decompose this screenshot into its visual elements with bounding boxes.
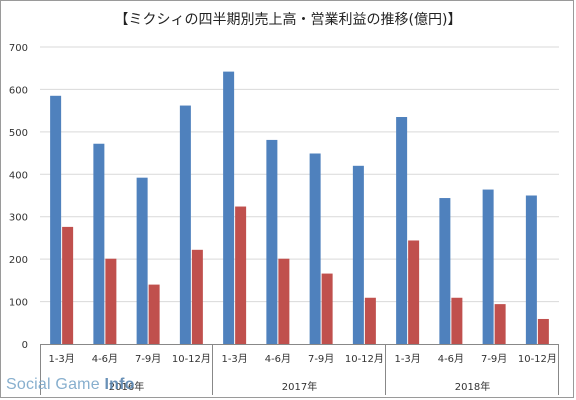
bar — [537, 318, 549, 344]
bar — [451, 297, 463, 344]
bar — [321, 273, 333, 344]
bar — [136, 177, 148, 344]
watermark-suffix: Info — [104, 376, 135, 393]
x-tick-label: 10-12月 — [518, 353, 557, 365]
x-tick-label: 10-12月 — [345, 353, 384, 365]
x-tick-label: 4-6月 — [92, 353, 118, 365]
x-tick-label: 7-9月 — [135, 353, 161, 365]
bar — [62, 226, 74, 344]
bar — [352, 165, 364, 344]
bar — [235, 206, 247, 344]
chart-title: 【ミクシィの四半期別売上高・営業利益の推移(億円)】 — [114, 12, 462, 28]
x-tick-label: 1-3月 — [221, 353, 247, 365]
bar — [309, 153, 321, 344]
group-label: 2018年 — [455, 380, 490, 393]
y-tick-label: 600 — [9, 85, 28, 96]
x-tick-label: 10-12月 — [172, 353, 211, 365]
x-tick-label: 1-3月 — [394, 353, 420, 365]
group-label: 2016年 — [109, 380, 144, 393]
bar — [364, 297, 376, 344]
bar — [396, 117, 408, 344]
x-tick-label: 7-9月 — [481, 353, 507, 365]
y-tick-label: 200 — [9, 255, 28, 266]
bar — [439, 198, 451, 344]
y-tick-label: 300 — [9, 213, 28, 224]
bar — [191, 249, 203, 344]
bar — [408, 240, 420, 344]
bar — [93, 143, 105, 344]
bar — [266, 139, 278, 344]
watermark: Social Game Info — [6, 376, 135, 394]
x-tick-label: 1-3月 — [48, 353, 74, 365]
bar — [179, 105, 191, 345]
y-tick-label: 500 — [9, 128, 28, 139]
bar — [223, 71, 235, 344]
x-tick-label: 7-9月 — [308, 353, 334, 365]
y-tick-label: 400 — [9, 170, 28, 181]
bar — [148, 284, 160, 344]
bar — [105, 258, 117, 344]
bar — [494, 304, 506, 344]
group-label: 2017年 — [282, 380, 317, 393]
bar — [525, 195, 537, 344]
bar — [50, 95, 62, 345]
y-tick-label: 0 — [22, 340, 28, 351]
bar — [278, 258, 290, 344]
bar — [482, 189, 494, 344]
x-tick-label: 4-6月 — [438, 353, 464, 365]
watermark-prefix: Social Game — [6, 376, 105, 393]
x-tick-label: 4-6月 — [265, 353, 291, 365]
y-tick-label: 700 — [9, 43, 28, 54]
y-tick-label: 100 — [9, 298, 28, 309]
